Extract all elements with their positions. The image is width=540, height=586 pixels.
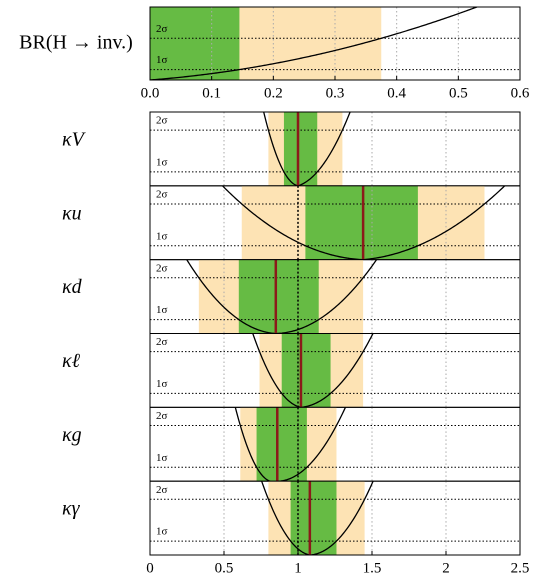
panel-label: κg [62, 424, 82, 446]
panel [150, 481, 520, 555]
y-tick-label: 2σ [156, 410, 168, 422]
likelihood-curve [221, 185, 506, 260]
sigma1-band [238, 259, 319, 334]
sigma1-band [281, 333, 331, 408]
x-tick-label: 0.4 [387, 85, 406, 101]
x-tick-label: 0.5 [449, 85, 468, 101]
panel-label: κu [62, 202, 82, 224]
panel [150, 7, 520, 80]
x-tick-label: 1 [294, 560, 302, 576]
sigma1-band [305, 185, 418, 260]
likelihood-curve [185, 259, 378, 334]
panel [150, 407, 520, 482]
y-tick-label: 2σ [156, 484, 168, 496]
x-tick-label: 2.5 [511, 560, 530, 576]
x-tick-label: 0.6 [511, 85, 530, 101]
y-tick-label: 1σ [156, 452, 168, 464]
likelihood-curve [263, 112, 351, 186]
y-tick-label: 2σ [156, 188, 168, 200]
panel-label: κV [62, 129, 87, 151]
x-tick-label: 2 [442, 560, 450, 576]
x-tick-label: 0.2 [264, 85, 283, 101]
x-tick-label: 0.0 [141, 85, 160, 101]
likelihood-curve [150, 7, 479, 80]
likelihood-curve [252, 333, 374, 408]
likelihood-curve [260, 481, 374, 555]
x-tick-label: 1.5 [363, 560, 382, 576]
y-tick-label: 1σ [156, 304, 168, 316]
x-tick-label: 0.1 [202, 85, 221, 101]
panel [150, 112, 520, 186]
panel-label: κd [62, 276, 83, 298]
y-tick-label: 2σ [156, 23, 168, 35]
y-tick-label: 1σ [156, 526, 168, 538]
x-tick-label: 0 [146, 560, 154, 576]
y-tick-label: 1σ [156, 230, 168, 242]
sigma1-band [283, 112, 318, 186]
sigma1-band [150, 7, 240, 80]
panel-label: κℓ [62, 350, 81, 372]
x-tick-label: 0.3 [326, 85, 345, 101]
y-tick-label: 2σ [156, 262, 168, 274]
sigma1-band [256, 407, 307, 482]
likelihood-curve [234, 407, 347, 482]
panel-frame [149, 480, 521, 556]
y-tick-label: 1σ [156, 156, 168, 168]
y-tick-label: 1σ [156, 54, 168, 66]
panel [150, 333, 520, 408]
y-tick-label: 2σ [156, 115, 168, 127]
panel-label: κγ [62, 498, 81, 520]
panel [150, 185, 520, 260]
panel [150, 259, 520, 334]
y-axis-label: BR(H → inv.) [19, 32, 133, 54]
y-tick-label: 1σ [156, 378, 168, 390]
x-tick-label: 0.5 [215, 560, 234, 576]
y-tick-label: 2σ [156, 336, 168, 348]
